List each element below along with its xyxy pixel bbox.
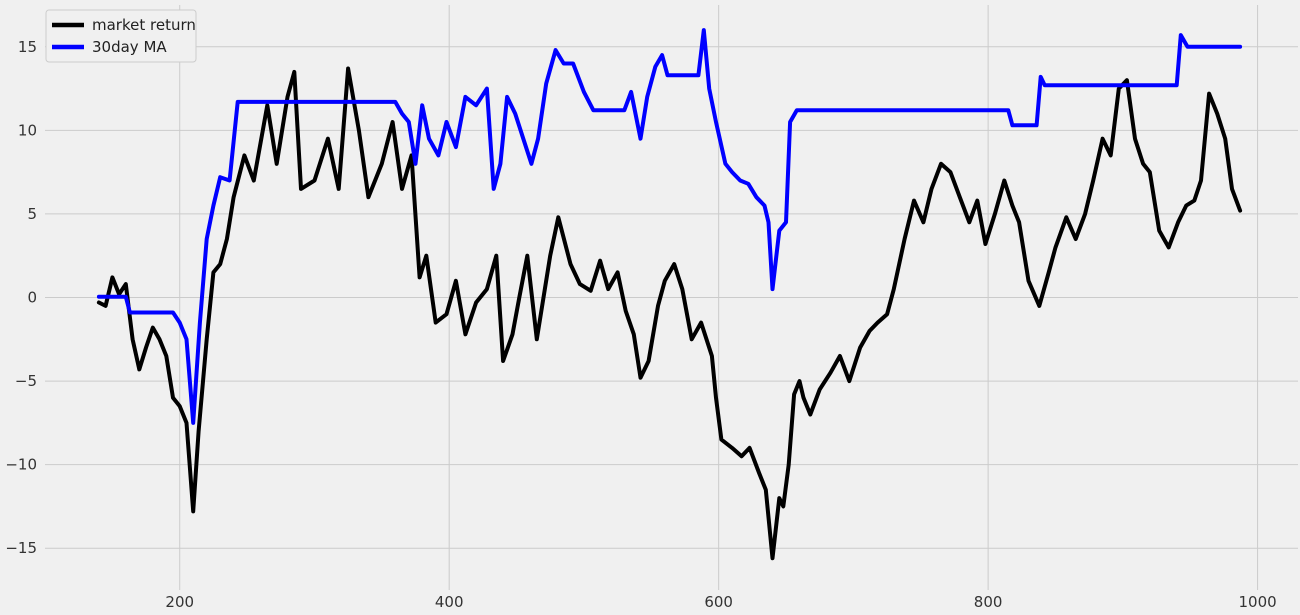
x-tick-label: 600 xyxy=(704,593,733,611)
x-tick-label: 400 xyxy=(435,593,464,611)
legend-label-30day-ma: 30day MA xyxy=(92,38,167,56)
y-tick-label: 5 xyxy=(27,205,37,223)
grid xyxy=(45,5,1298,590)
tick-labels: 200 400 600 800 1000 −15 −10 −5 0 5 10 15 xyxy=(5,38,1276,611)
series-line-market-return xyxy=(96,66,1243,561)
legend-label-market-return: market return xyxy=(92,16,196,34)
x-tick-label: 200 xyxy=(165,593,194,611)
y-tick-label: −15 xyxy=(5,539,37,557)
y-tick-label: −10 xyxy=(5,456,37,474)
y-tick-label: 10 xyxy=(18,121,37,139)
legend: market return 30day MA xyxy=(45,9,197,63)
x-tick-label: 1000 xyxy=(1238,593,1276,611)
x-tick-label: 800 xyxy=(974,593,1003,611)
y-tick-label: 15 xyxy=(18,38,37,56)
series-layer xyxy=(96,28,1243,561)
y-tick-label: 0 xyxy=(27,289,37,307)
series-line-30day-ma xyxy=(96,28,1243,425)
y-tick-label: −5 xyxy=(15,372,37,390)
